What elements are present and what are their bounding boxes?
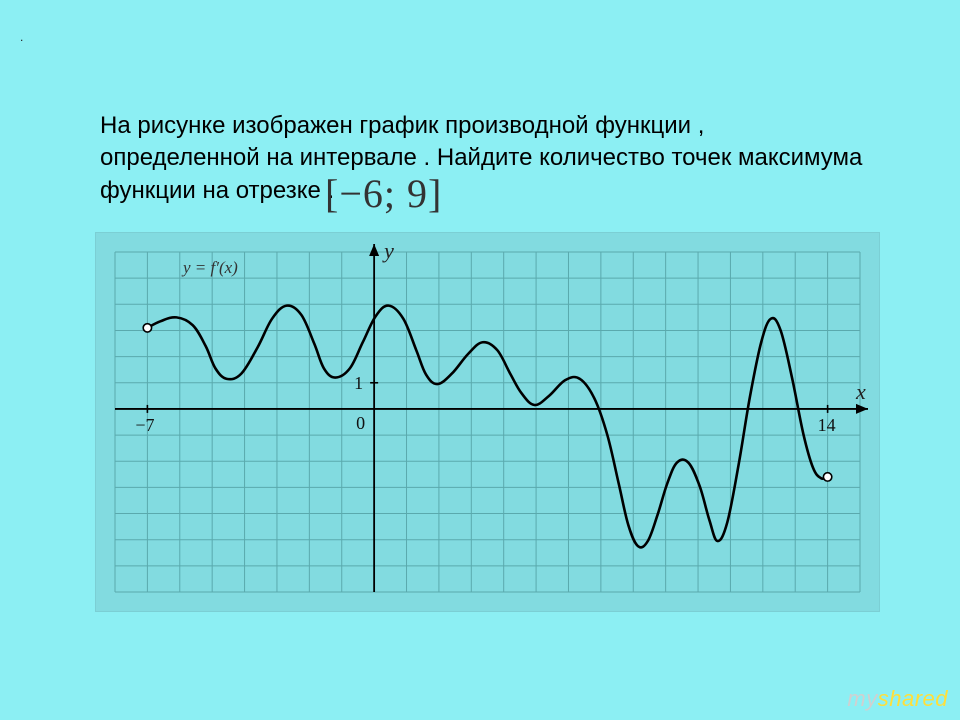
open-endpoint [823, 473, 831, 481]
problem-line-2: определенной на интервале . Найдите коли… [100, 144, 862, 171]
watermark-my: my [847, 686, 877, 711]
x-axis-label: x [855, 379, 866, 404]
tick-label-14: 14 [818, 415, 836, 435]
interval-label: [−6; 9] [325, 170, 442, 217]
origin-label: 0 [356, 413, 365, 433]
problem-statement: На рисунке изображен график производной … [100, 110, 880, 207]
tick-label-neg7: −7 [135, 415, 154, 435]
watermark: myshared [847, 686, 948, 712]
function-label: y = f′(x) [181, 258, 238, 277]
grid [115, 252, 860, 592]
derivative-curve [147, 306, 827, 548]
y-axis-label: y [382, 238, 394, 263]
problem-line-1: На рисунке изображен график производной … [100, 112, 704, 139]
tick-label-one: 1 [354, 373, 363, 393]
watermark-shared: shared [878, 686, 948, 711]
corner-dot: . [20, 30, 23, 44]
problem-line-3: функции на отрезке . [100, 177, 334, 204]
open-endpoint [143, 324, 151, 332]
derivative-chart: y = f′(x) y x 1 0 −7 14 [95, 232, 880, 612]
chart-panel: y = f′(x) y x 1 0 −7 14 [95, 232, 880, 612]
